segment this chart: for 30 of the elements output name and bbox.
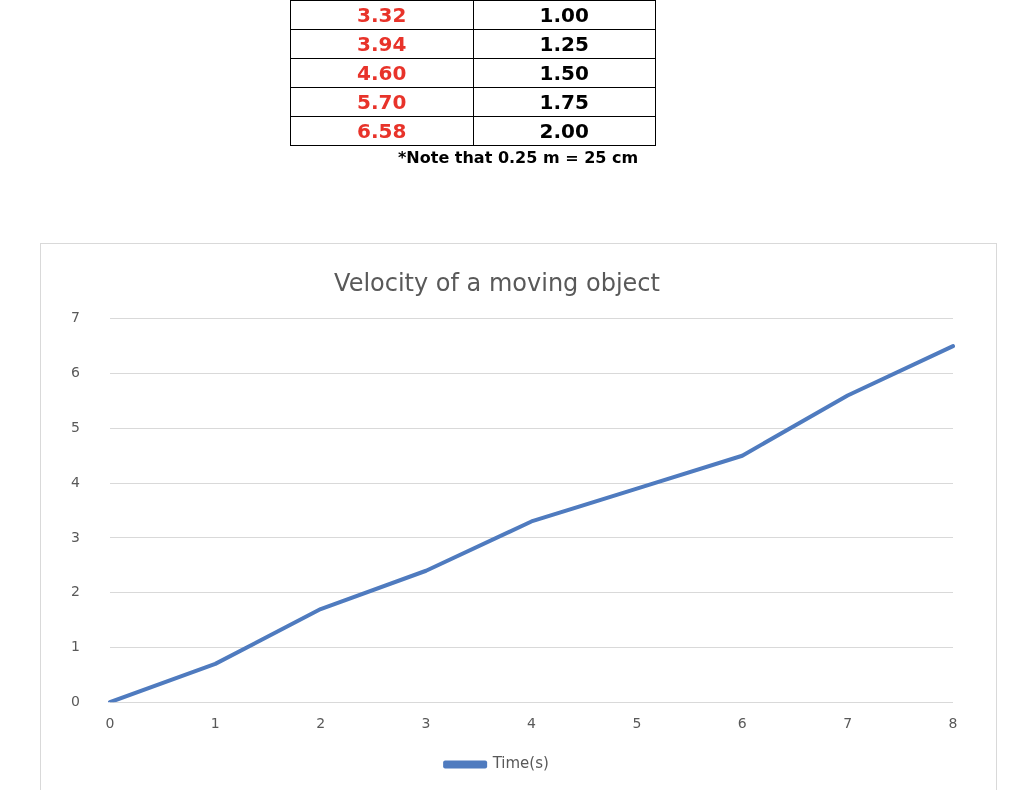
text: *Note that 0.25 m = 25 cm — [397, 148, 640, 167]
text: 1.50 — [473, 58, 656, 88]
y-tick-label: 1 — [70, 638, 80, 655]
x-tick-label: 5 — [632, 715, 642, 732]
text: 3.32 — [290, 0, 473, 30]
x-tick-label: 0 — [105, 715, 115, 732]
x-tick-label: 6 — [737, 715, 747, 732]
chart-title: Velocity of a moving object — [334, 268, 660, 297]
y-tick-label: 4 — [70, 473, 80, 490]
x-tick-label: 3 — [421, 715, 431, 732]
text: 2.00 — [473, 116, 656, 146]
y-tick-label: 2 — [70, 583, 80, 600]
y-tick-label: 6 — [70, 364, 80, 381]
x-tick-label: 7 — [843, 715, 853, 732]
text: 4.60 — [290, 58, 473, 88]
x-tick-label: 8 — [948, 715, 958, 732]
text: 1.75 — [473, 87, 656, 117]
y-tick-label: 5 — [70, 418, 80, 435]
x-tick-label: 4 — [526, 715, 536, 732]
text: 1.00 — [473, 0, 656, 30]
text: 5.70 — [290, 87, 473, 117]
y-tick-label: 0 — [70, 692, 80, 709]
text: 1.25 — [473, 29, 656, 59]
text: 3.94 — [290, 29, 473, 59]
legend-label: Time(s) — [491, 754, 549, 773]
text: 6.58 — [290, 116, 473, 146]
y-tick-label: 7 — [70, 309, 80, 326]
y-tick-label: 3 — [70, 528, 80, 545]
x-tick-label: 1 — [210, 715, 220, 732]
x-tick-label: 2 — [316, 715, 326, 732]
